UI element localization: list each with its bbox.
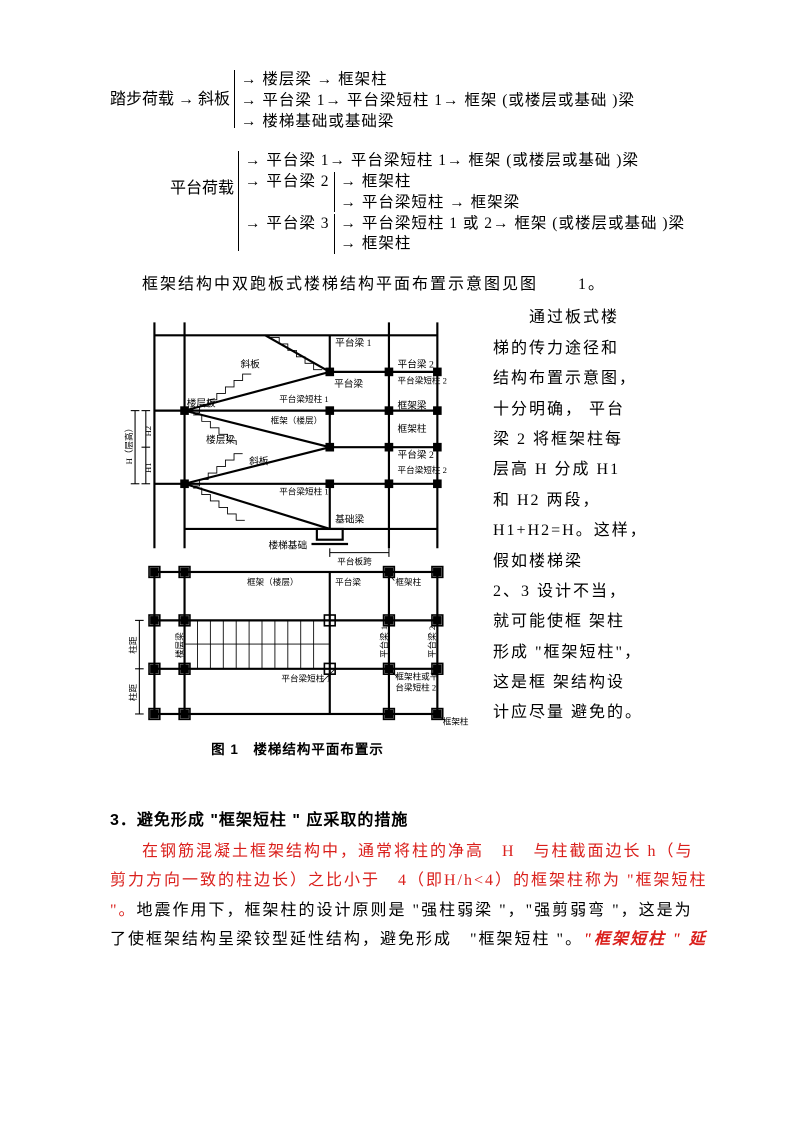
- lp1-left: 踏步荷载 → 斜板: [110, 70, 230, 112]
- lp2-left: 平台荷载: [170, 151, 234, 201]
- lbl-ptl2b: 平台梁 2: [398, 448, 434, 461]
- plan-kjordz: 框架柱或平: [395, 671, 438, 682]
- side-l13: 这是框 架结构设: [493, 668, 710, 698]
- side-l14: 计应尽量 避免的。: [493, 698, 710, 728]
- side-l11: 就可能使框 架柱: [493, 607, 710, 637]
- section-3-paragraph: 在钢筋混凝土框架结构中，通常将柱的净高 H 与柱截面边长 h（与剪力方向一致的柱…: [110, 837, 710, 955]
- lp2-right: → 平台梁 1→ 平台梁短柱 1→ 框架 (或楼层或基础 )梁 → 平台梁 2 …: [245, 151, 685, 256]
- lp2-sub2-r1: → 框架柱: [341, 234, 685, 255]
- lbl-ptbk: 平台板跨: [337, 556, 372, 567]
- lbl-lcb: 楼层板: [187, 397, 216, 410]
- side-paragraph: 通过板式楼 梯的传力途径和 结构布置示意图， 十分明确， 平台 梁 2 将框架柱…: [475, 303, 710, 728]
- lbl-ptl: 平台梁: [334, 377, 363, 390]
- lbl-ptdz2a: 平台梁短柱 2: [398, 375, 447, 386]
- lbl-ptdz1b: 平台梁短柱 1: [279, 486, 328, 497]
- dim-H2: H2: [143, 426, 153, 437]
- lbl-llb: 楼层梁: [206, 433, 235, 446]
- lbl-ltjz: 楼梯基础: [268, 539, 307, 552]
- lp2-sub2: → 平台梁 3 → 平台梁短柱 1 或 2→ 框架 (或楼层或基础 )梁 → 框…: [245, 214, 685, 256]
- plan-kjordz2: 台梁短柱 2: [395, 682, 436, 693]
- lp2-sub1-left: → 平台梁 2: [245, 172, 330, 193]
- side-l8: H1+H2=H。这样，: [493, 516, 710, 546]
- lp2-sub1-r1: → 平台梁短柱 → 框架梁: [341, 193, 521, 214]
- lp2-sub2-left: → 平台梁 3: [245, 214, 330, 235]
- plan-kjz: 框架柱: [395, 576, 421, 587]
- lbl-ptl1: 平台梁 1: [335, 336, 371, 349]
- figure-1: H（层高） H2 H1 楼层板 斜板 斜板 楼层梁 楼梯基础 平台梁 1 平台梁…: [120, 303, 475, 760]
- side-l10: 2、3 设计不当，: [493, 577, 710, 607]
- side-l7: 和 H2 两段，: [493, 486, 710, 516]
- fig-ref-a: 框架结构中双跑板式楼梯结构平面布置示意图见图: [142, 276, 538, 293]
- dim-H: H（层高）: [123, 424, 134, 465]
- side-l2: 梯的传力途径和: [493, 334, 710, 364]
- lbl-kjll: 框架（楼层）: [271, 415, 323, 426]
- page: 踏步荷载 → 斜板 → 楼层梁 → 框架柱 → 平台梁 1→ 平台梁短柱 1→ …: [0, 0, 800, 1015]
- side-l6: 层高 H 分成 H1: [493, 455, 710, 485]
- plan-zj1: 柱距: [127, 637, 138, 655]
- plan-ptl: 平台梁: [335, 576, 361, 587]
- lbl-kjla: 框架梁: [398, 399, 427, 412]
- load-path-2: 平台荷载 → 平台梁 1→ 平台梁短柱 1→ 框架 (或楼层或基础 )梁 → 平…: [170, 151, 710, 256]
- lp2-row-0: → 平台梁 1→ 平台梁短柱 1→ 框架 (或楼层或基础 )梁: [245, 151, 685, 172]
- lbl-ptl2a: 平台梁 2: [398, 358, 434, 371]
- side-l3: 结构布置示意图，: [493, 364, 710, 394]
- lbl-xb2: 斜板: [249, 455, 269, 468]
- dim-H1: H1: [143, 463, 153, 474]
- lp2-sub2-bar: [334, 214, 335, 254]
- section-3-heading: 3．避免形成 "框架短柱 " 应采取的措施: [110, 809, 710, 833]
- para-red-ital: "框架短柱 " 延: [583, 931, 707, 948]
- plan-ptdz1: 平台梁短柱 1: [281, 673, 330, 684]
- lbl-ptdz1a: 平台梁短柱 1: [279, 393, 328, 404]
- fig-ref-b: 1。: [578, 276, 606, 293]
- lbl-ptdz2b: 平台梁短柱 2: [398, 464, 447, 475]
- load-path-1: 踏步荷载 → 斜板 → 楼层梁 → 框架柱 → 平台梁 1→ 平台梁短柱 1→ …: [110, 70, 710, 133]
- lp2-sub2-r0: → 平台梁短柱 1 或 2→ 框架 (或楼层或基础 )梁: [341, 214, 685, 235]
- fig-ref-sentence: 框架结构中双跑板式楼梯结构平面布置示意图见图 1。: [110, 273, 710, 297]
- lp2-sub1: → 平台梁 2 → 框架柱 → 平台梁短柱 → 框架梁: [245, 172, 685, 214]
- figure-with-side-text: H（层高） H2 H1 楼层板 斜板 斜板 楼层梁 楼梯基础 平台梁 1 平台梁…: [110, 303, 710, 760]
- stair-diagram: H（层高） H2 H1 楼层板 斜板 斜板 楼层梁 楼梯基础 平台梁 1 平台梁…: [120, 303, 475, 728]
- lp1-row-0: → 楼层梁 → 框架柱: [241, 70, 635, 91]
- plan-llb: 楼层梁: [173, 632, 184, 658]
- lbl-jcl: 基础梁: [335, 513, 364, 526]
- plan-ptl2: 平台梁 2: [426, 626, 437, 658]
- lp1-row-1: → 平台梁 1→ 平台梁短柱 1→ 框架 (或楼层或基础 )梁: [241, 91, 635, 112]
- lp2-sub1-bar: [334, 172, 335, 212]
- lp1-row-2: → 楼梯基础或基础梁: [241, 112, 635, 133]
- side-l5: 梁 2 将框架柱每: [493, 425, 710, 455]
- plan-zj2: 柱距: [127, 684, 138, 702]
- lp1-right: → 楼层梁 → 框架柱 → 平台梁 1→ 平台梁短柱 1→ 框架 (或楼层或基础…: [241, 70, 635, 133]
- plan-kjz2: 框架柱: [443, 716, 469, 727]
- lp2-bar: [238, 151, 239, 251]
- figure-1-caption: 图 1 楼梯结构平面布置示: [120, 740, 475, 760]
- side-l1: 通过板式楼: [493, 303, 710, 333]
- plan-kjll: 框架（楼层）: [247, 576, 299, 587]
- lbl-xb1: 斜板: [240, 358, 260, 371]
- side-l4: 十分明确， 平台: [493, 395, 710, 425]
- lp1-bar: [234, 70, 235, 128]
- side-l12: 形成 "框架短柱"，: [493, 638, 710, 668]
- plan-ptl1: 平台梁 1: [378, 626, 389, 658]
- lp2-sub1-r0: → 框架柱: [341, 172, 521, 193]
- lbl-kjza: 框架柱: [398, 423, 427, 436]
- side-l9: 假如楼梯梁: [493, 547, 710, 577]
